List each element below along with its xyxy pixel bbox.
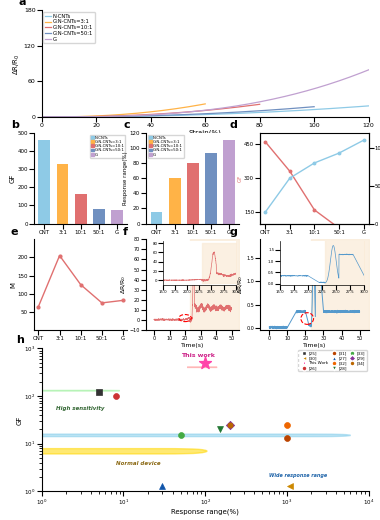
Point — [217, 425, 223, 434]
G — [336, 78, 340, 84]
N-CNTs — [336, 105, 340, 111]
Y-axis label: GF: GF — [17, 415, 23, 425]
X-axis label: Time(s): Time(s) — [181, 343, 204, 348]
Point — [227, 421, 233, 429]
G:N-CNTs=3:1 — [70, 113, 74, 120]
G:N-CNTs=50:1 — [298, 105, 303, 111]
Point — [284, 434, 290, 443]
Text: This work: This work — [180, 353, 214, 358]
G — [234, 103, 239, 109]
Point — [160, 482, 166, 490]
Text: c: c — [123, 120, 130, 130]
G:N-CNTs=10:1 — [98, 113, 102, 120]
Point — [287, 482, 293, 490]
G — [366, 67, 371, 73]
G:N-CNTs=50:1 — [312, 103, 317, 110]
G:N-CNTs=10:1 — [53, 114, 57, 120]
Bar — [150, 212, 162, 224]
G:N-CNTs=10:1 — [257, 101, 262, 108]
G — [239, 102, 244, 108]
Ellipse shape — [0, 434, 350, 437]
Bar — [169, 178, 180, 224]
G:N-CNTs=3:1 — [195, 102, 199, 109]
G:N-CNTs=3:1 — [49, 114, 54, 120]
G:N-CNTs=50:1 — [112, 113, 117, 120]
Y-axis label: Response range(%): Response range(%) — [123, 151, 128, 205]
G:N-CNTs=3:1 — [46, 114, 51, 120]
Text: d: d — [230, 120, 238, 130]
Line: N-CNTs: N-CNTs — [42, 106, 369, 117]
Point — [227, 421, 233, 429]
Ellipse shape — [0, 449, 207, 454]
Bar — [187, 163, 199, 224]
Bar — [223, 140, 235, 224]
G:N-CNTs=10:1 — [48, 114, 53, 120]
Line: G:N-CNTs=50:1: G:N-CNTs=50:1 — [42, 107, 314, 117]
N-CNTs — [239, 110, 244, 116]
Text: a: a — [19, 0, 27, 7]
N-CNTs — [366, 103, 371, 109]
G:N-CNTs=3:1 — [203, 101, 207, 107]
Point — [96, 388, 102, 396]
N-CNTs — [41, 114, 45, 120]
Text: g: g — [230, 227, 238, 237]
Legend: N-CNTs, G:N-CNTs=3:1, G:N-CNTs=10:1, G:N-CNTs=50:1, G: N-CNTs, G:N-CNTs=3:1, G:N-CNTs=10:1, G:N… — [148, 135, 184, 158]
N-CNTs — [234, 110, 239, 116]
X-axis label: Strain(%): Strain(%) — [189, 129, 222, 136]
G — [40, 114, 44, 120]
Text: h: h — [16, 335, 24, 345]
X-axis label: Response range(%): Response range(%) — [171, 509, 239, 515]
Text: Wide response range: Wide response range — [269, 473, 327, 478]
G:N-CNTs=50:1 — [51, 114, 55, 120]
Legend: N-CNTs, G:N-CNTs=3:1, G:N-CNTs=10:1, G:N-CNTs=50:1, G: N-CNTs, G:N-CNTs=3:1, G:N-CNTs=10:1, G:N… — [90, 135, 125, 158]
Y-axis label: M: M — [10, 282, 16, 288]
Point — [284, 421, 290, 429]
G:N-CNTs=3:1 — [189, 103, 193, 109]
G:N-CNTs=10:1 — [239, 103, 243, 110]
G:N-CNTs=50:1 — [56, 114, 60, 120]
G — [233, 103, 238, 109]
Bar — [57, 164, 68, 224]
Y-axis label: $\Delta$R/R$_0$: $\Delta$R/R$_0$ — [236, 275, 245, 294]
X-axis label: Time(s): Time(s) — [303, 343, 326, 348]
Y-axis label: GF: GF — [10, 173, 16, 183]
G:N-CNTs=50:1 — [40, 114, 44, 120]
G:N-CNTs=3:1 — [40, 114, 44, 120]
Y-axis label: $\Delta$R/R$_0$: $\Delta$R/R$_0$ — [119, 275, 128, 294]
Bar — [205, 153, 217, 224]
Point — [202, 359, 208, 367]
Text: b: b — [11, 120, 19, 130]
Line: G:N-CNTs=3:1: G:N-CNTs=3:1 — [42, 104, 205, 117]
Text: e: e — [11, 227, 18, 237]
Line: G: G — [42, 70, 369, 117]
G:N-CNTs=3:1 — [83, 113, 88, 120]
G:N-CNTs=10:1 — [80, 113, 85, 120]
Legend: N-CNTs, G:N-CNTs=3:1, G:N-CNTs=10:1, G:N-CNTs=50:1, G: N-CNTs, G:N-CNTs=3:1, G:N-CNTs=10:1, G:N… — [43, 12, 95, 43]
G — [315, 85, 320, 91]
Bar — [75, 194, 87, 224]
Line: G:N-CNTs=10:1: G:N-CNTs=10:1 — [42, 105, 260, 117]
G:N-CNTs=50:1 — [90, 114, 95, 120]
Bar — [93, 209, 105, 224]
Bar — [111, 210, 123, 224]
G:N-CNTs=10:1 — [40, 114, 44, 120]
Text: Normal device: Normal device — [116, 461, 160, 466]
Bar — [38, 140, 50, 224]
N-CNTs — [315, 106, 320, 112]
Text: High sensitivity: High sensitivity — [56, 407, 104, 411]
Legend: [25], [30], This Work, [26], [31], [27], [32], [28], [33], [29], [34]: [25], [30], This Work, [26], [31], [27],… — [298, 350, 367, 371]
Text: f: f — [123, 227, 128, 237]
Point — [112, 392, 119, 400]
Y-axis label: $\Delta$R/R$_0$: $\Delta$R/R$_0$ — [12, 53, 22, 74]
Point — [177, 431, 184, 439]
G — [41, 114, 45, 120]
N-CNTs — [40, 114, 44, 120]
N-CNTs — [233, 110, 238, 116]
G:N-CNTs=10:1 — [247, 102, 251, 109]
G:N-CNTs=50:1 — [288, 106, 293, 112]
Y-axis label: GF: GF — [238, 174, 242, 182]
